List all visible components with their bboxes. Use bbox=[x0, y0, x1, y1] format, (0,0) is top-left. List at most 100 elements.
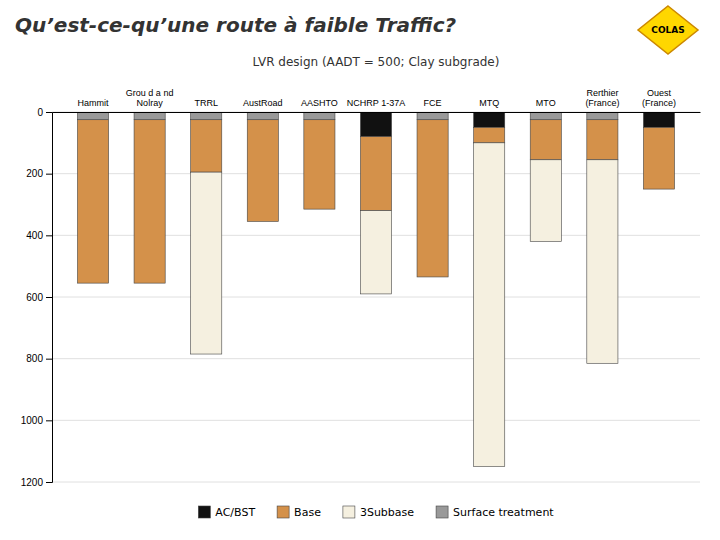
legend-swatch bbox=[198, 506, 210, 518]
bar-segment bbox=[77, 283, 108, 284]
bar-segment bbox=[417, 120, 448, 277]
y-axis: 0 200 400 600 800 1000 1200 bbox=[21, 107, 53, 488]
grid-line bbox=[52, 112, 700, 113]
axis-line bbox=[53, 112, 701, 113]
bar-segment bbox=[304, 209, 335, 210]
tick-label: 0 bbox=[37, 107, 43, 118]
tick-label: Ouest(France) bbox=[642, 88, 676, 108]
tick-mark bbox=[46, 235, 52, 236]
bar-segment bbox=[530, 120, 561, 160]
x-axis: Hammit Grou d a ndNolray TRRL AustRoad AASHT… bbox=[53, 88, 701, 113]
tick-label: 1200 bbox=[21, 477, 44, 488]
tick: FCE bbox=[424, 98, 442, 108]
legend-item: Surface treatment bbox=[436, 506, 554, 519]
bar-segment bbox=[191, 172, 222, 354]
legend-item: Base bbox=[277, 506, 321, 519]
bar-segment bbox=[643, 127, 674, 189]
bar-segment bbox=[134, 112, 165, 120]
tick-label: 200 bbox=[26, 168, 43, 179]
tick-label: AustRoad bbox=[243, 98, 283, 108]
tick: 600 bbox=[26, 292, 52, 303]
bar-segment bbox=[360, 137, 391, 211]
bar-segment bbox=[134, 283, 165, 284]
annotation: COLAS bbox=[651, 25, 684, 35]
tick-mark bbox=[46, 420, 52, 421]
tick-label: MTQ bbox=[479, 98, 499, 108]
bar-segment bbox=[530, 112, 561, 120]
logo-shape bbox=[638, 6, 698, 54]
bar-segment bbox=[474, 127, 505, 142]
bar-segment bbox=[191, 120, 222, 172]
tick-label: AASHTO bbox=[301, 98, 338, 108]
tick-label: MTO bbox=[536, 98, 556, 108]
tick: Ouest(France) bbox=[642, 88, 676, 108]
tick: AustRoad bbox=[243, 98, 283, 108]
legend-item: 3Subbase bbox=[343, 506, 414, 519]
tick-label: FCE bbox=[424, 98, 442, 108]
legend-item: AC/BST bbox=[198, 506, 255, 519]
tick-label: 400 bbox=[26, 230, 43, 241]
tick-mark bbox=[46, 112, 52, 113]
tick: MTQ bbox=[479, 98, 499, 108]
tick: 1000 bbox=[21, 415, 52, 426]
bar-segment bbox=[247, 221, 278, 222]
tick-label: 600 bbox=[26, 292, 43, 303]
legend-label: 3Subbase bbox=[360, 506, 414, 519]
legend-label: Surface treatment bbox=[453, 506, 554, 519]
bars bbox=[77, 112, 674, 467]
series bbox=[191, 143, 618, 467]
bar-segment bbox=[134, 120, 165, 283]
legend-label: AC/BST bbox=[215, 506, 255, 519]
legend-swatch bbox=[277, 506, 289, 518]
tick: 800 bbox=[26, 353, 52, 364]
bar-segment bbox=[191, 112, 222, 120]
bar-segment bbox=[417, 276, 448, 277]
bar-segment bbox=[247, 120, 278, 222]
tick: Rerthier(France) bbox=[585, 88, 619, 108]
series bbox=[77, 112, 617, 120]
subtitle: LVR design (AADT = 500; Clay subgrade) bbox=[253, 55, 500, 69]
tick: AASHTO bbox=[301, 98, 338, 108]
bar-segment bbox=[587, 160, 618, 364]
legend: AC/BST Base 3Subbase Surface treatment bbox=[198, 506, 554, 519]
tick-mark bbox=[46, 174, 52, 175]
title: Qu’est-ce-qu’une route à faible Traffic? bbox=[15, 13, 457, 37]
tick-label: Hammit bbox=[78, 98, 109, 108]
bar-segment bbox=[474, 143, 505, 467]
bar-segment bbox=[77, 120, 108, 283]
tick: Hammit bbox=[78, 98, 109, 108]
bar-segment bbox=[530, 160, 561, 242]
chart: Qu’est-ce-qu’une route à faible Traffic?… bbox=[0, 0, 720, 540]
tick-label: 1000 bbox=[21, 415, 44, 426]
bar-segment bbox=[587, 120, 618, 160]
bar-segment bbox=[247, 112, 278, 120]
tick: 0 bbox=[37, 107, 52, 118]
tick: NCHRP 1-37A bbox=[347, 98, 405, 108]
tick: TRRL bbox=[194, 98, 218, 108]
axis-line bbox=[46, 113, 53, 483]
bar-segment bbox=[360, 211, 391, 294]
tick-mark bbox=[46, 482, 52, 483]
series bbox=[360, 112, 674, 137]
tick-mark bbox=[46, 297, 52, 298]
tick: 400 bbox=[26, 230, 52, 241]
tick: Grou d a ndNolray bbox=[126, 88, 174, 108]
grid-line bbox=[52, 420, 700, 421]
tick-label: 800 bbox=[26, 353, 43, 364]
bar-segment bbox=[587, 112, 618, 120]
bar-segment bbox=[417, 112, 448, 120]
tick: 200 bbox=[26, 168, 52, 179]
tick-mark bbox=[46, 359, 52, 360]
tick: 1200 bbox=[21, 477, 52, 488]
legend-label: Base bbox=[294, 506, 321, 519]
bar-segment bbox=[643, 189, 674, 190]
bar-segment bbox=[360, 112, 391, 137]
tick-label: Rerthier(France) bbox=[585, 88, 619, 108]
legend-swatch bbox=[343, 506, 355, 518]
tick-label: NCHRP 1-37A bbox=[347, 98, 405, 108]
legend-swatch bbox=[436, 506, 448, 518]
logo: COLAS bbox=[638, 6, 698, 54]
grid-line bbox=[52, 482, 700, 483]
bar-segment bbox=[643, 112, 674, 127]
bar-segment bbox=[304, 112, 335, 120]
